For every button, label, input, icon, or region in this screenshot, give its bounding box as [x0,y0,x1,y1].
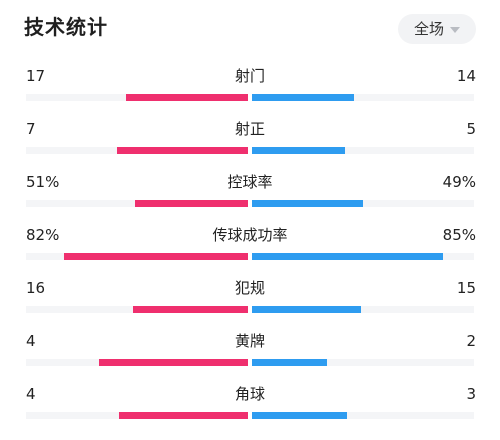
home-value: 16 [26,279,46,297]
stat-list: 17 射门 14 7 射正 5 51% 控球率 49% 82% 传球成功率 85… [0,62,500,433]
home-track [26,359,248,366]
home-value: 4 [26,332,36,350]
stat-label: 角球 [234,385,265,403]
stat-row-fouls: 16 犯规 15 [0,274,500,327]
away-value: 15 [456,279,476,297]
home-bar [132,306,248,313]
away-bar [252,147,346,154]
away-value: 49% [442,173,476,191]
home-bar [125,94,248,101]
stats-header: 技术统计 全场 [0,0,500,58]
home-value: 7 [26,120,36,138]
home-track [26,412,248,419]
stat-row-yellow-cards: 4 黄牌 2 [0,327,500,380]
away-track [252,200,474,207]
stat-row-shots: 17 射门 14 [0,62,500,115]
home-track [26,253,248,260]
stat-label: 犯规 [234,279,265,297]
away-bar [252,359,328,366]
home-bar [99,359,248,366]
away-value: 2 [466,332,476,350]
stat-label: 传球成功率 [212,226,288,244]
away-bar [252,412,348,419]
stat-label: 控球率 [227,173,273,191]
stat-label: 黄牌 [234,332,265,350]
away-track [252,359,474,366]
home-bar [63,253,248,260]
away-bar [252,200,363,207]
chevron-down-icon [450,27,460,33]
home-track [26,94,248,101]
stat-row-corners: 4 角球 3 [0,380,500,433]
stat-row-possession: 51% 控球率 49% [0,168,500,221]
stat-row-pass-accuracy: 82% 传球成功率 85% [0,221,500,274]
away-bar [252,253,443,260]
away-track [252,306,474,313]
home-bar [117,147,248,154]
stat-row-shots-on-target: 7 射正 5 [0,115,500,168]
home-value: 51% [26,173,60,191]
home-track [26,200,248,207]
home-track [26,306,248,313]
home-track [26,147,248,154]
away-track [252,147,474,154]
away-value: 14 [456,67,476,85]
home-value: 4 [26,385,36,403]
home-value: 17 [26,67,46,85]
home-bar [134,200,248,207]
away-value: 3 [466,385,476,403]
away-value: 5 [466,120,476,138]
stat-label: 射正 [234,120,265,138]
away-track [252,412,474,419]
scope-dropdown[interactable]: 全场 [398,14,476,44]
stat-label: 射门 [234,67,265,85]
page-title: 技术统计 [24,15,108,39]
away-bar [252,94,355,101]
home-value: 82% [26,226,60,244]
away-bar [252,306,361,313]
home-bar [119,412,248,419]
away-track [252,94,474,101]
away-value: 85% [442,226,476,244]
away-track [252,253,474,260]
scope-selected-value: 全场 [413,20,444,38]
